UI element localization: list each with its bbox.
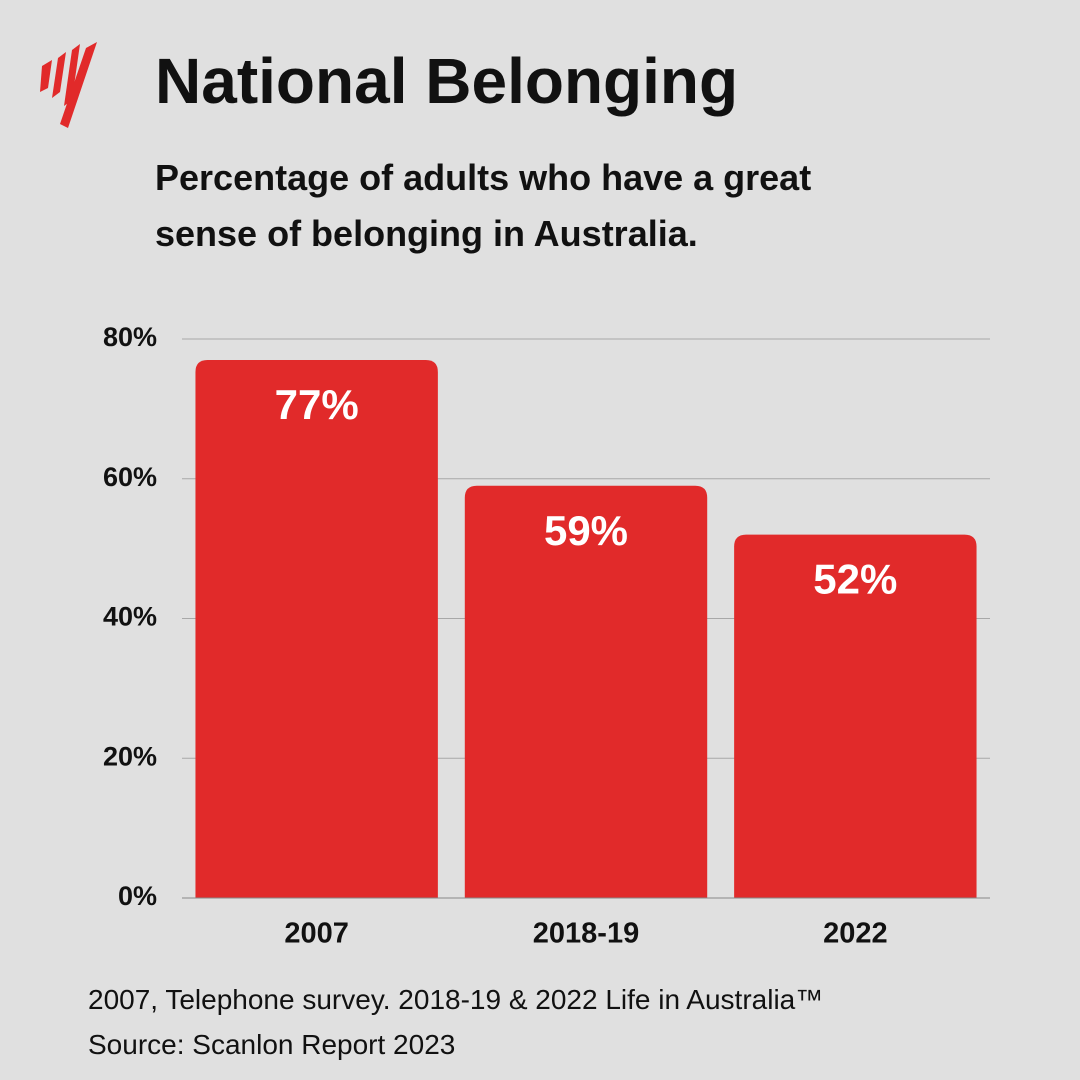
y-tick-label: 20% [103,741,157,771]
chart-note: 2007, Telephone survey. 2018-19 & 2022 L… [88,984,824,1015]
y-tick-label: 40% [103,602,157,632]
bar [195,359,438,898]
bar [734,534,977,898]
y-tick-label: 60% [103,462,157,492]
x-tick-label: 2007 [284,918,349,950]
chart-subtitle: Percentage of adults who have a great se… [155,157,812,254]
y-tick-label: 0% [118,881,157,911]
x-tick-label: 2022 [823,918,888,950]
y-tick-label: 80% [103,322,157,352]
bar [464,485,708,898]
chart-source: Source: Scanlon Report 2023 [88,1029,456,1060]
logo [40,42,97,128]
value-label: 59% [544,507,628,554]
chart-title: National Belonging [155,45,739,117]
value-label: 77% [275,381,359,428]
value-label: 52% [813,556,897,603]
x-tick-label: 2018-19 [533,918,639,950]
